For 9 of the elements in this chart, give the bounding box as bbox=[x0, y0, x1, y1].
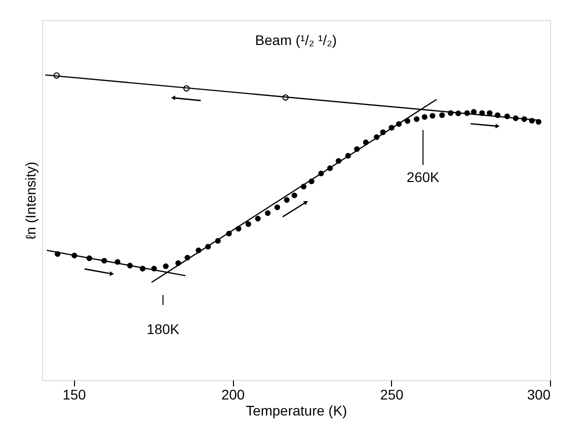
x-axis-title: Temperature (K) bbox=[246, 402, 348, 418]
y-axis-title: ℓn (Intensity) bbox=[22, 162, 38, 240]
chart-title: Beam (¹/₂ ¹/₂) bbox=[255, 32, 337, 48]
x-tick-label: 250 bbox=[380, 386, 404, 402]
annotation: 180K bbox=[146, 321, 180, 337]
x-tick-label: 150 bbox=[62, 386, 86, 402]
x-tick-label: 200 bbox=[221, 386, 245, 402]
annotation: 260K bbox=[406, 169, 440, 185]
x-tick-label: 300 bbox=[527, 386, 551, 402]
